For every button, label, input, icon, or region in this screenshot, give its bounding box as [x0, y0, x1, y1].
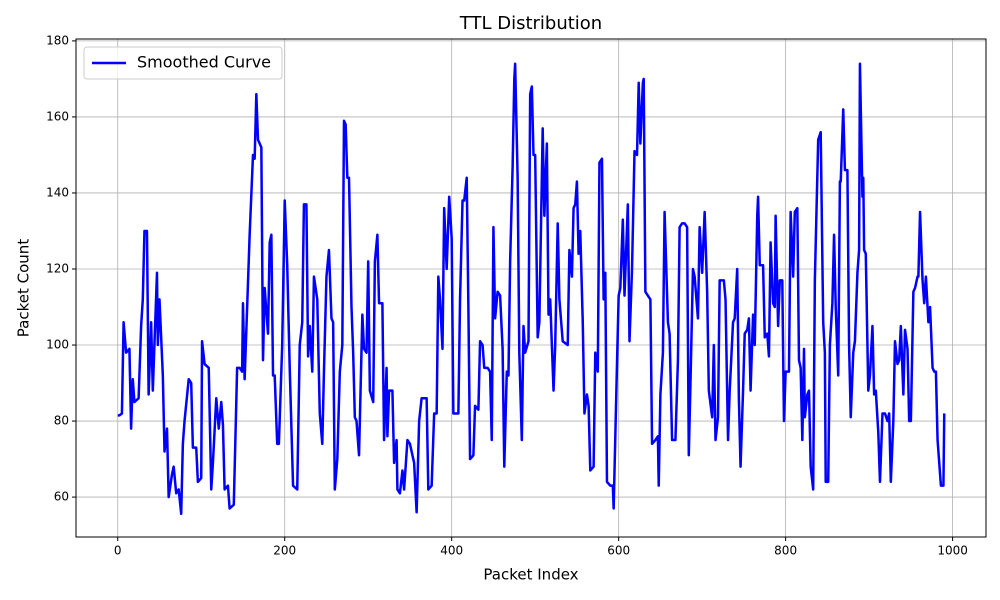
plot-frame [75, 38, 987, 538]
y-axis-label: Packet Count [15, 239, 33, 338]
x-axis-label: Packet Index [483, 566, 578, 584]
data-line [117, 62, 946, 516]
y-tick-label: 180 [46, 33, 69, 47]
x-tick-label: 200 [273, 544, 296, 558]
legend-label: Smoothed Curve [137, 53, 271, 72]
chart-title: TTL Distribution [459, 13, 602, 34]
y-tick-label: 160 [46, 109, 69, 123]
x-tick-label: 0 [114, 544, 122, 558]
y-tick-label: 60 [54, 490, 69, 504]
x-tick-label: 800 [774, 544, 797, 558]
x-tick-label: 400 [440, 544, 463, 558]
y-tick-label: 120 [46, 261, 69, 275]
x-tick-label: 1000 [937, 544, 968, 558]
x-tick-label: 600 [607, 544, 630, 558]
legend-box [83, 46, 283, 80]
y-tick-label: 100 [46, 338, 69, 352]
y-tick-label: 80 [54, 414, 69, 428]
y-tick-label: 140 [46, 185, 69, 199]
